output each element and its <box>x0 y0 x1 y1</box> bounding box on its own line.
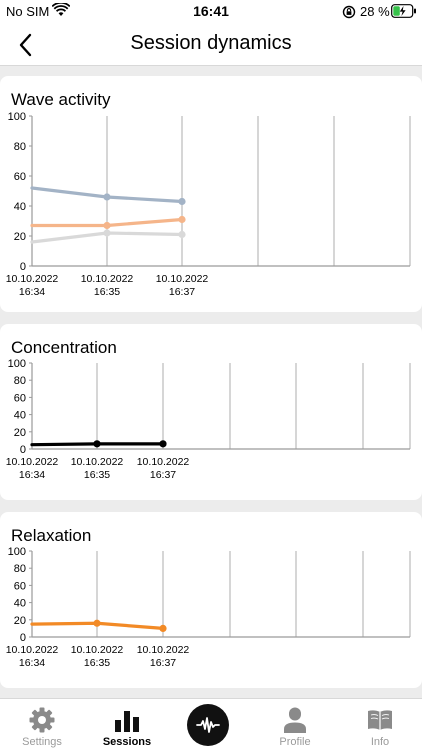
x-tick-label: 16:34 <box>19 657 45 669</box>
data-point <box>178 230 186 239</box>
data-point <box>93 440 101 448</box>
battery-percent: 28 % <box>360 4 390 19</box>
tab-profile-label: Profile <box>279 736 311 748</box>
tab-sessions[interactable]: Sessions <box>85 699 169 750</box>
x-tick-label: 10.10.2022 <box>6 644 59 656</box>
tab-sessions-label: Sessions <box>102 736 152 748</box>
tab-info[interactable]: Info <box>338 699 422 750</box>
chevron-left-icon[interactable] <box>14 30 40 60</box>
page-title: Session dynamics <box>130 32 292 54</box>
y-tick-label: 0 <box>20 444 26 456</box>
navigation-bar: Session dynamics <box>0 24 422 66</box>
x-tick-label: 10.10.2022 <box>71 456 124 468</box>
carrier-label: No SIM <box>6 4 50 19</box>
y-tick-label: 60 <box>14 580 26 592</box>
x-tick-label: 10.10.2022 <box>6 273 59 285</box>
tab-bar: Settings Sessions Profile Info <box>0 698 422 750</box>
bar-chart-icon <box>115 711 139 732</box>
data-point <box>93 619 101 627</box>
concentration-chart: 02040608010010.10.202216:3410.10.202216:… <box>6 358 411 481</box>
y-tick-label: 0 <box>20 261 26 273</box>
data-point <box>159 624 167 632</box>
wifi-icon <box>52 3 70 16</box>
y-tick-label: 40 <box>14 201 26 213</box>
y-tick-label: 80 <box>14 141 26 153</box>
x-tick-label: 16:37 <box>169 286 195 298</box>
chart-title: Concentration <box>11 338 117 357</box>
person-icon <box>284 707 306 733</box>
data-point <box>178 197 186 206</box>
data-point <box>103 229 111 237</box>
concentration-card: Concentration 0 20 40 60 80 100 10.10.2022 16:3… <box>0 324 422 500</box>
relaxation-card: Relaxation 0 20 40 60 80 100 10.10.2022 16:34 10… <box>0 512 422 688</box>
chart-title: Wave activity <box>11 90 111 109</box>
x-tick-label: 16:37 <box>150 469 176 481</box>
clock: 16:41 <box>193 3 229 19</box>
x-tick-label: 10.10.2022 <box>156 273 209 285</box>
relaxation-chart: 02040608010010.10.202216:3410.10.202216:… <box>6 546 411 669</box>
pulse-icon <box>196 717 220 733</box>
y-tick-label: 100 <box>8 111 26 123</box>
y-tick-label: 20 <box>14 615 26 627</box>
chart-title: Relaxation <box>11 526 92 545</box>
x-tick-label: 16:35 <box>84 657 110 669</box>
tab-record[interactable] <box>187 704 229 746</box>
data-point <box>159 440 167 448</box>
x-tick-label: 16:35 <box>84 469 110 481</box>
x-tick-label: 16:37 <box>150 657 176 669</box>
tab-info-label: Info <box>370 736 390 748</box>
y-tick-label: 60 <box>14 171 26 183</box>
y-tick-label: 40 <box>14 598 26 610</box>
y-tick-label: 100 <box>8 546 26 558</box>
tab-settings-label: Settings <box>22 736 62 748</box>
wave-activity-card: Wave activity 0 20 40 60 80 100 10.10.2022 16:3… <box>0 76 422 312</box>
y-tick-label: 20 <box>14 427 26 439</box>
y-tick-label: 100 <box>8 358 26 370</box>
x-tick-label: 16:35 <box>94 286 120 298</box>
book-icon <box>368 710 392 730</box>
x-tick-label: 16:34 <box>19 469 45 481</box>
battery-charging-icon <box>391 4 416 18</box>
x-tick-label: 10.10.2022 <box>137 644 190 656</box>
x-tick-label: 10.10.2022 <box>71 644 124 656</box>
x-tick-label: 10.10.2022 <box>137 456 190 468</box>
y-tick-label: 40 <box>14 410 26 422</box>
y-tick-label: 0 <box>20 632 26 644</box>
y-tick-label: 20 <box>14 231 26 243</box>
x-tick-label: 10.10.2022 <box>81 273 134 285</box>
x-tick-label: 10.10.2022 <box>6 456 59 468</box>
y-tick-label: 80 <box>14 375 26 387</box>
data-point <box>178 215 186 224</box>
data-point <box>103 221 111 230</box>
tab-profile[interactable]: Profile <box>253 699 337 750</box>
data-point <box>103 193 111 201</box>
wave-activity-chart: 02040608010010.10.202216:3410.10.202216:… <box>6 111 411 298</box>
orientation-lock-icon <box>342 5 356 19</box>
tab-settings[interactable]: Settings <box>0 699 84 750</box>
x-tick-label: 16:34 <box>19 286 45 298</box>
gear-icon <box>29 707 55 733</box>
y-tick-label: 80 <box>14 563 26 575</box>
status-bar: No SIM 16:41 28 % <box>0 0 422 24</box>
y-tick-label: 60 <box>14 392 26 404</box>
